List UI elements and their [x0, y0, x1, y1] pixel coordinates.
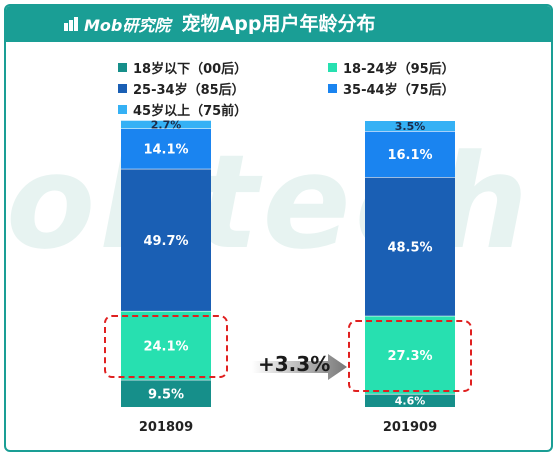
bar-segment [365, 131, 455, 178]
growth-arrow-icon [252, 354, 347, 380]
legend-label: 45岁以上（75前） [133, 104, 248, 119]
legend-item-35-44: 35-44岁（75后） [328, 79, 455, 98]
data-label: 49.7% [143, 234, 188, 249]
data-label: 24.1% [143, 339, 188, 354]
data-label: 48.5% [387, 240, 432, 255]
bar-segment [121, 128, 211, 169]
highlight-box-201909 [348, 319, 472, 392]
x-tick-label: 201909 [383, 420, 437, 435]
growth-label: +3.3% [258, 352, 331, 376]
logo-icon [64, 17, 78, 31]
header-bar: Mob研究院 宠物App用户年龄分布 [6, 6, 551, 42]
data-label: 27.3% [387, 349, 432, 364]
legend-item-18-24: 18-24岁（95后） [328, 58, 455, 77]
legend-label: 35-44岁（75后） [343, 83, 455, 98]
legend-swatch [328, 63, 337, 72]
logo: Mob研究院 [64, 12, 170, 36]
legend-item-under-18: 18岁以下（00后） [118, 58, 247, 77]
legend-item-over-45: 45岁以上（75前） [118, 100, 247, 119]
bar-segment [365, 177, 455, 316]
bar-segment [121, 168, 211, 311]
highlight-box-201809 [104, 314, 228, 378]
data-label: 9.5% [148, 387, 184, 402]
data-label: 4.6% [395, 394, 426, 407]
data-label: 16.1% [387, 148, 432, 163]
chart-title: 宠物App用户年龄分布 [181, 13, 376, 35]
bar-segment [121, 379, 211, 407]
chart-frame: obtech Mob研究院 宠物App用户年龄分布 18岁以下（00后） 18-… [4, 4, 553, 452]
legend-swatch [118, 84, 127, 93]
bar-segment [121, 120, 211, 129]
bar-segment [365, 121, 455, 132]
legend-label: 18-24岁（95后） [343, 62, 455, 77]
data-label: 2.7% [151, 119, 182, 132]
bar-segment [365, 393, 455, 407]
stacked-bar-chart: 9.5% 24.1% 49.7% 14.1% 2.7% 201809 4.6% 27.3% 48… [121, 119, 455, 435]
legend-item-25-34: 25-34岁（85后） [118, 79, 245, 98]
legend-swatch [118, 105, 127, 114]
logo-text: Mob研究院 [84, 16, 171, 35]
x-tick-label: 201809 [139, 420, 193, 435]
data-label: 3.5% [395, 120, 426, 133]
legend-label: 18岁以下（00后） [133, 62, 248, 77]
bar-segment [365, 315, 455, 394]
bar-segment [121, 310, 211, 380]
legend-swatch [328, 84, 337, 93]
data-label: 14.1% [143, 143, 188, 158]
legend-swatch [118, 63, 127, 72]
legend-label: 25-34岁（85后） [133, 83, 245, 98]
